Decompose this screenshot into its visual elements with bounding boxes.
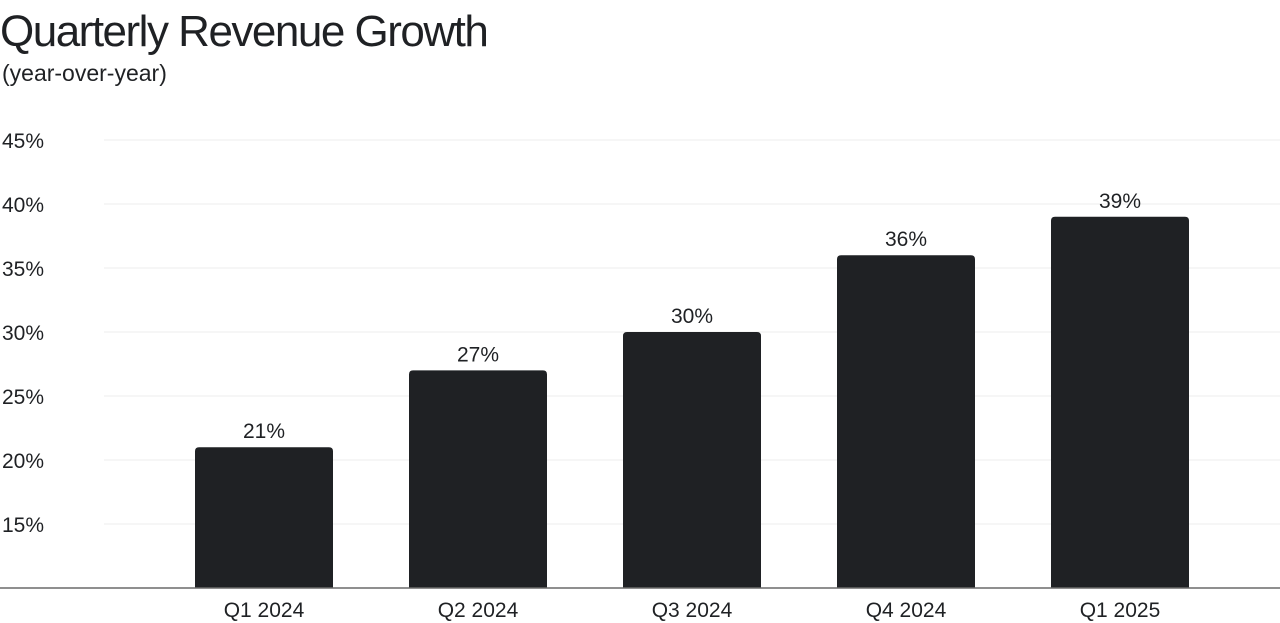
data-label: 39% [1099, 190, 1141, 213]
data-label: 21% [243, 420, 285, 443]
y-tick-label: 45% [2, 130, 44, 153]
y-tick-label: 30% [2, 322, 44, 345]
bar [837, 255, 975, 588]
bar [409, 370, 547, 588]
data-label: 36% [885, 228, 927, 251]
bar [623, 332, 761, 588]
category-label: Q1 2025 [1080, 599, 1161, 622]
y-axis-tick-labels: 15% 20% 25% 30% 35% 40% 45% [2, 130, 44, 537]
category-label: Q1 2024 [224, 599, 305, 622]
category-label: Q3 2024 [652, 599, 733, 622]
data-label: 30% [671, 305, 713, 328]
chart-title: Quarterly Revenue Growth [0, 7, 489, 56]
bar [195, 447, 333, 588]
y-tick-label: 20% [2, 450, 44, 473]
data-labels: 21% 27% 30% 36% 39% [243, 190, 1141, 443]
x-axis-category-labels: Q1 2024 Q2 2024 Q3 2024 Q4 2024 Q1 2025 [224, 599, 1161, 622]
y-tick-label: 25% [2, 386, 44, 409]
y-tick-label: 40% [2, 194, 44, 217]
data-label: 27% [457, 343, 499, 366]
bar [1051, 216, 1189, 589]
category-label: Q2 2024 [438, 599, 519, 622]
y-tick-label: 35% [2, 258, 44, 281]
category-label: Q4 2024 [866, 599, 947, 622]
bars [195, 216, 1189, 589]
chart-subtitle: (year-over-year) [2, 60, 167, 86]
y-tick-label: 15% [2, 514, 44, 537]
